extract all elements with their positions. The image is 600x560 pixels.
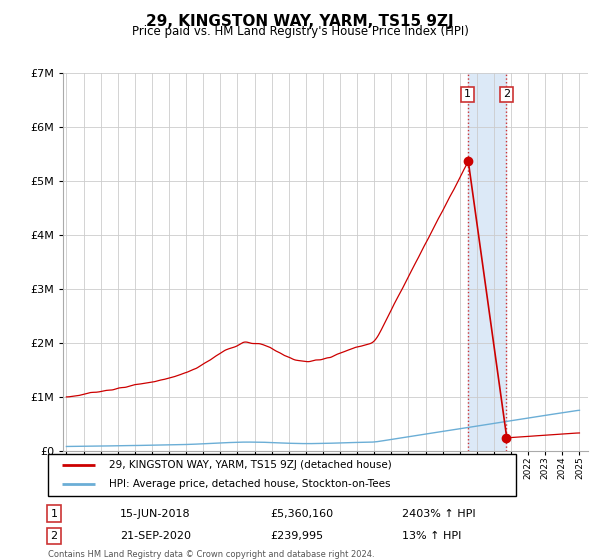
- Text: 1: 1: [50, 508, 58, 519]
- Text: 15-JUN-2018: 15-JUN-2018: [120, 508, 191, 519]
- Text: 21-SEP-2020: 21-SEP-2020: [120, 531, 191, 541]
- Text: 2: 2: [503, 90, 510, 100]
- Text: 29, KINGSTON WAY, YARM, TS15 9ZJ (detached house): 29, KINGSTON WAY, YARM, TS15 9ZJ (detach…: [109, 460, 392, 470]
- Text: Price paid vs. HM Land Registry's House Price Index (HPI): Price paid vs. HM Land Registry's House …: [131, 25, 469, 38]
- Text: 2: 2: [50, 531, 58, 541]
- Text: 29, KINGSTON WAY, YARM, TS15 9ZJ: 29, KINGSTON WAY, YARM, TS15 9ZJ: [146, 14, 454, 29]
- Text: Contains HM Land Registry data © Crown copyright and database right 2024.
This d: Contains HM Land Registry data © Crown c…: [48, 550, 374, 560]
- Text: £5,360,160: £5,360,160: [270, 508, 333, 519]
- Text: 2403% ↑ HPI: 2403% ↑ HPI: [402, 508, 476, 519]
- Text: HPI: Average price, detached house, Stockton-on-Tees: HPI: Average price, detached house, Stoc…: [109, 479, 391, 489]
- Bar: [467, 73, 506, 451]
- Text: 13% ↑ HPI: 13% ↑ HPI: [402, 531, 461, 541]
- Text: £239,995: £239,995: [270, 531, 323, 541]
- Text: 1: 1: [464, 90, 471, 100]
